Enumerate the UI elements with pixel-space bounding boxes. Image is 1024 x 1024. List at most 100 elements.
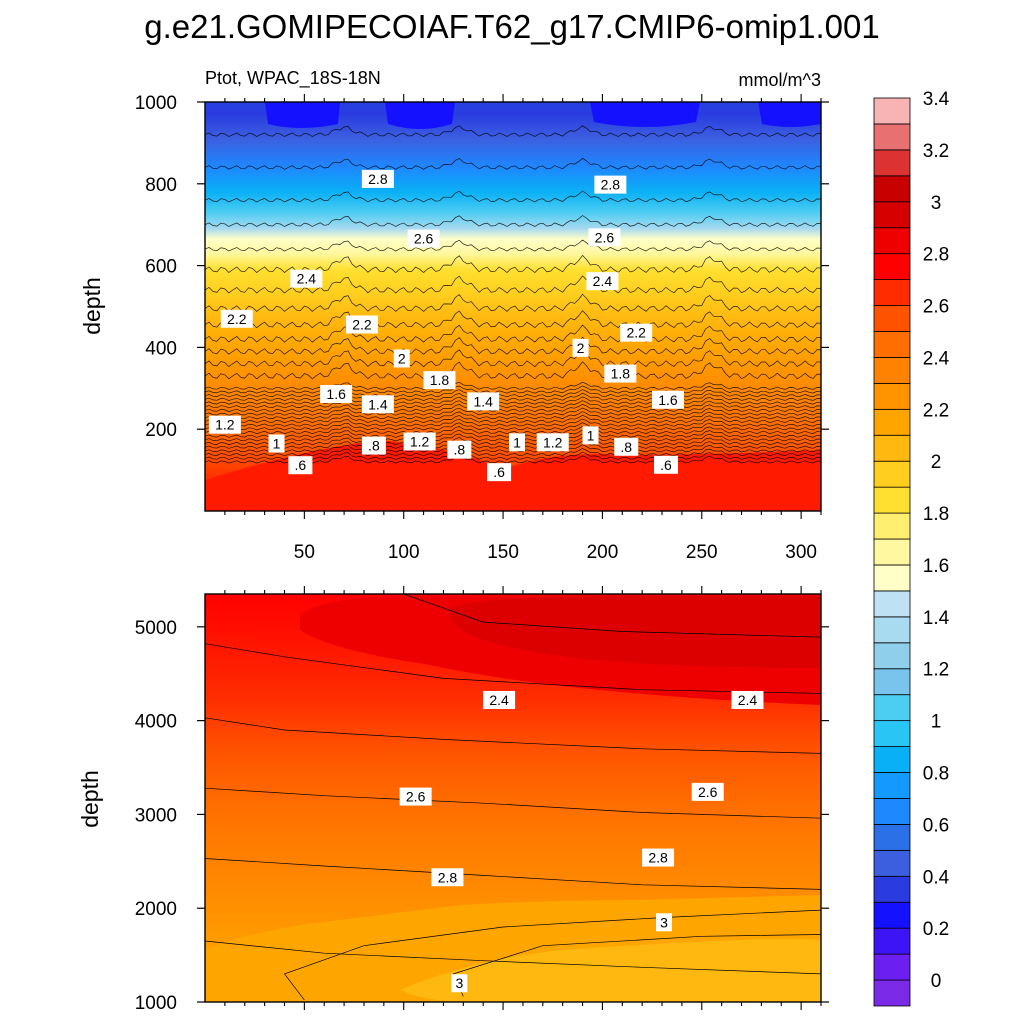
- colorbar-swatch: [873, 746, 911, 773]
- contour-label-text: 2: [577, 340, 585, 356]
- contour-label-box: [586, 272, 619, 291]
- contour-label-text: 2: [398, 350, 406, 366]
- contour-label: .8: [614, 437, 639, 456]
- contour-label-text: 1.6: [658, 392, 678, 408]
- contour-label: 2.6: [407, 229, 440, 248]
- contour-label-text: 1.4: [473, 393, 493, 409]
- contour-label: 1.6: [651, 390, 684, 409]
- upper-contour-labels: .611.2.8 1.2.8.61 1.2 1.8.61.61.41.81.4 1.61…: [208, 169, 684, 482]
- colorbar-label: 2.8: [923, 245, 949, 266]
- contour-label-box: [594, 175, 627, 194]
- contour-label-box: [345, 315, 378, 334]
- contour-label-box: [268, 434, 285, 453]
- y-tick-label: 4000: [135, 712, 177, 733]
- contour-label-text: 1: [587, 427, 595, 443]
- contour-label: 1.4: [361, 395, 394, 414]
- contour-label-text: 2.6: [414, 231, 434, 247]
- contour-line: [205, 310, 821, 329]
- colorbar-swatch: [873, 123, 911, 151]
- upper-axis-ticks: 200 400 600 800 1000 50 100 150 200 250 300: [135, 93, 829, 563]
- contour-label: 3: [451, 974, 468, 993]
- x-tick-label: 250: [686, 542, 718, 563]
- colorbar-swatch: [873, 357, 911, 384]
- colorbar-label: 2: [931, 452, 942, 473]
- colorbar-swatch: [873, 149, 911, 177]
- contour-label: 2.4: [731, 690, 764, 709]
- contour-label-text: 2.2: [227, 311, 247, 327]
- contour-line: [205, 858, 821, 890]
- contour-label-text: 1.8: [611, 366, 631, 382]
- contour-label-text: 2.4: [738, 692, 758, 708]
- colorbar-label: 3: [931, 193, 942, 214]
- contour-line: [205, 400, 821, 409]
- contour-label-text: .6: [493, 464, 505, 480]
- contour-label-box: [467, 392, 500, 411]
- contour-label-text: 1: [273, 436, 281, 452]
- contour-label-box: [361, 169, 394, 188]
- contour-label-box: [651, 390, 684, 409]
- contour-label-text: 2.8: [438, 869, 458, 885]
- contour-label-text: 3: [660, 914, 668, 930]
- contour-line: [205, 426, 821, 435]
- contour-label-box: [361, 395, 394, 414]
- y-tick-label: 3000: [135, 805, 177, 826]
- contour-line: [205, 414, 821, 424]
- contour-label-text: 1.2: [410, 433, 430, 449]
- contour-line: [205, 348, 821, 368]
- contour-label: 1.2: [208, 415, 241, 434]
- colorbar-label: 1.2: [923, 660, 949, 681]
- lower-contour-labels: 3 3 2.8 2.8 2.6 2.6 2.4 2.4: [399, 690, 764, 993]
- contour-label: 2.6: [399, 787, 432, 806]
- colorbar-swatch: [873, 849, 911, 877]
- colorbar-label: 1.4: [923, 608, 950, 629]
- colorbar-label: 0.8: [923, 764, 949, 785]
- contour-label-box: [620, 323, 653, 342]
- contour-label-box: [487, 463, 512, 482]
- contour-label: .6: [654, 455, 679, 474]
- contour-label: .8: [447, 440, 472, 459]
- contour-line: [205, 385, 821, 394]
- colorbar-swatch: [873, 486, 911, 514]
- contour-line: [205, 717, 821, 754]
- contour-label-box: [582, 426, 599, 445]
- contour-label: 2.6: [691, 782, 724, 801]
- colorbar-swatch: [873, 201, 911, 229]
- contour-label-box: [320, 385, 353, 404]
- colorbar-label: 2.2: [923, 400, 949, 421]
- colorbar-swatch: [873, 875, 911, 903]
- colorbar-swatch: [873, 590, 911, 618]
- contour-label: 2.6: [588, 228, 621, 247]
- contour-label-box: [290, 269, 323, 288]
- contour-label: 2.8: [594, 175, 627, 194]
- upper-y-axis-label: depth: [79, 277, 105, 335]
- contour-label: 2.8: [642, 848, 675, 867]
- y-tick-label: 600: [145, 257, 177, 278]
- contour-label: 1.8: [604, 364, 637, 383]
- colorbar-swatch: [873, 253, 911, 281]
- contour-line: [403, 594, 821, 638]
- contour-label-text: 2.6: [698, 784, 718, 800]
- contour-label-box: [447, 440, 472, 459]
- colorbar-swatch: [873, 97, 911, 125]
- contour-line: [205, 324, 821, 343]
- contour-line: [205, 381, 821, 390]
- contour-line: [205, 239, 821, 252]
- contour-line: [205, 418, 821, 427]
- colorbar-swatch: [873, 798, 911, 825]
- contour-label-text: .6: [295, 457, 307, 473]
- contour-label-box: [642, 848, 675, 867]
- contour-label-text: 2.6: [406, 789, 426, 805]
- contour-label-box: [403, 432, 436, 451]
- contour-line: [205, 215, 821, 227]
- upper-panel: 200 400 600 800 1000 50 100 150 200 250 300 .6 1 1.2…: [79, 93, 829, 563]
- colorbar-swatch: [873, 927, 911, 955]
- contour-line: [205, 125, 821, 138]
- contour-label-text: 1.2: [543, 434, 563, 450]
- contour-label-text: 1.8: [430, 372, 450, 388]
- colorbar-swatch: [873, 979, 911, 1007]
- contour-label: 1: [582, 426, 599, 445]
- contour-line: [205, 422, 821, 431]
- contour-line: [205, 787, 821, 819]
- colorbar-label: 1: [931, 712, 942, 733]
- colorbar-swatch: [873, 694, 911, 722]
